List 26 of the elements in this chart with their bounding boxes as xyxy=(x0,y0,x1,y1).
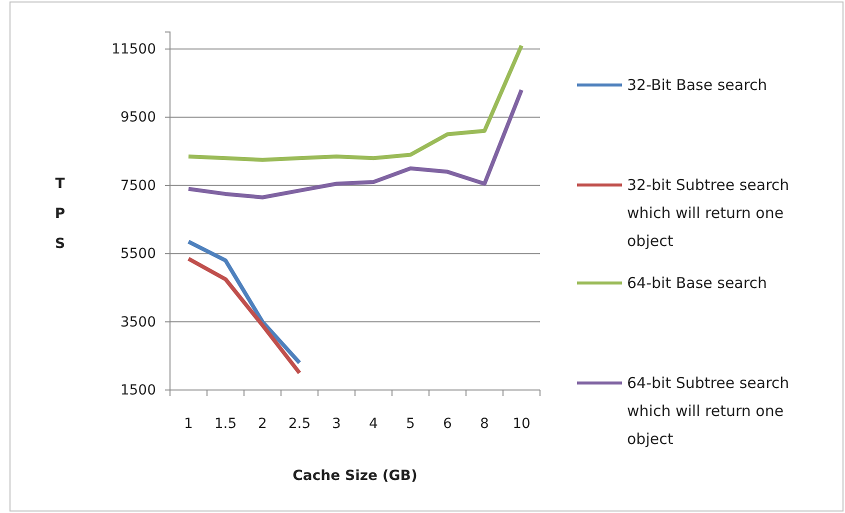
y-tick-label: 7500 xyxy=(120,178,156,194)
line-series xyxy=(186,256,302,375)
x-tick-label: 8 xyxy=(480,416,489,432)
y-axis-title: TPS xyxy=(54,176,66,252)
x-tick-label: 6 xyxy=(443,416,452,432)
y-tick-label: 3500 xyxy=(120,314,156,330)
x-tick-label: 3 xyxy=(332,416,341,432)
y-tick-label: 5500 xyxy=(120,246,156,262)
x-tick-label: 2 xyxy=(258,416,267,432)
x-tick-label: 5 xyxy=(406,416,415,432)
legend-label: 64-bit Subtree search which will return one object xyxy=(627,374,790,448)
x-tick-label: 1.5 xyxy=(214,416,237,432)
legend-label: 64-bit Base search xyxy=(627,274,767,292)
legend-label: 32-bit Subtree search which will return one object xyxy=(627,176,790,250)
line-series xyxy=(186,88,524,200)
x-axis-title: Cache Size (GB) xyxy=(292,468,418,484)
x-tick-label: 2.5 xyxy=(288,416,311,432)
x-tick-label: 4 xyxy=(369,416,378,432)
x-tick-label: 1 xyxy=(184,416,193,432)
y-tick-label: 9500 xyxy=(120,110,156,126)
y-tick-label: 11500 xyxy=(111,42,156,58)
line-series xyxy=(186,240,302,365)
x-tick-label: 10 xyxy=(512,416,530,432)
y-tick-label: 1500 xyxy=(120,382,156,398)
legend-label: 32-Bit Base search xyxy=(627,76,768,94)
line-series xyxy=(186,44,524,162)
